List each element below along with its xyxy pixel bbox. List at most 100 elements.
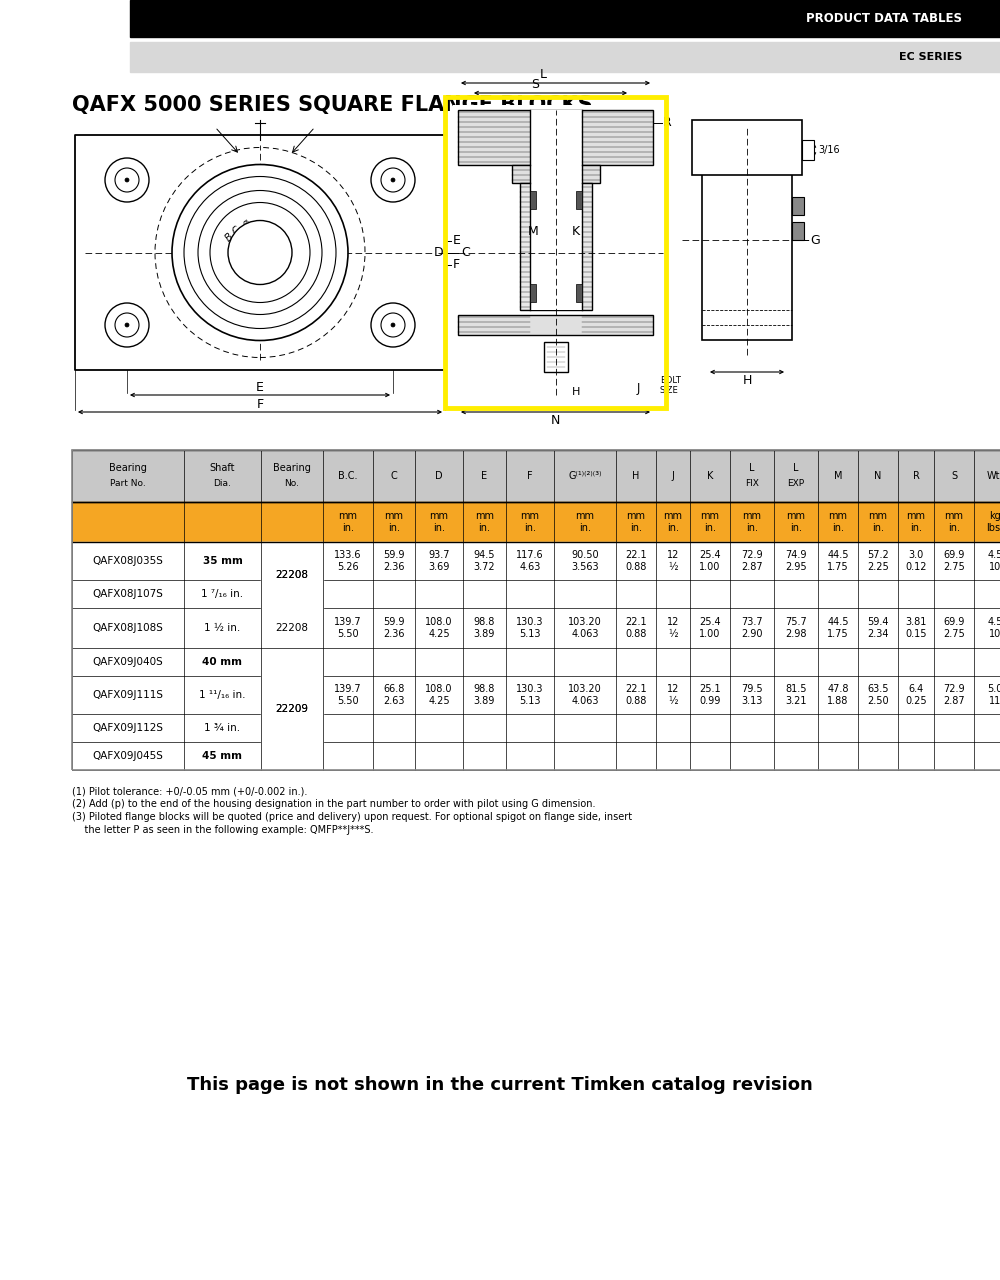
Text: K: K	[707, 471, 713, 481]
Bar	[530, 191, 536, 209]
Text: 103.20
4.063: 103.20 4.063	[568, 617, 602, 639]
Bar	[702, 140, 792, 340]
Text: Bearing: Bearing	[273, 463, 311, 474]
Text: 59.9
2.36: 59.9 2.36	[383, 617, 405, 639]
Text: L: L	[540, 68, 547, 81]
Bar	[453, 105, 658, 399]
Text: 59.4
2.34: 59.4 2.34	[867, 617, 889, 639]
Text: 22209: 22209	[276, 704, 308, 714]
Text: 79.5
3.13: 79.5 3.13	[741, 685, 763, 705]
Bar	[72, 502, 1000, 541]
Text: Part No.: Part No.	[110, 480, 146, 489]
Bar	[445, 97, 666, 408]
Text: mm
in.: mm in.	[742, 511, 762, 532]
Text: 72.9
2.87: 72.9 2.87	[741, 550, 763, 572]
Text: (1) Pilot tolerance: +0/-0.05 mm (+0/-0.002 in.).: (1) Pilot tolerance: +0/-0.05 mm (+0/-0.…	[72, 786, 307, 796]
Bar	[261, 676, 323, 742]
Text: mm
in.: mm in.	[786, 511, 806, 532]
Bar	[692, 120, 802, 360]
Circle shape	[391, 178, 395, 182]
Text: 1 ½ in.: 1 ½ in.	[204, 623, 241, 634]
Circle shape	[371, 157, 415, 202]
Text: 63.5
2.50: 63.5 2.50	[867, 685, 889, 705]
Text: S: S	[951, 471, 957, 481]
Text: G: G	[810, 233, 820, 247]
Text: mm
in.: mm in.	[868, 511, 888, 532]
Text: M: M	[528, 225, 539, 238]
Text: Dia.: Dia.	[214, 480, 231, 489]
Text: PRODUCT DATA TABLES: PRODUCT DATA TABLES	[806, 13, 962, 26]
Text: 44.5
1.75: 44.5 1.75	[827, 617, 849, 639]
Text: mm
in.: mm in.	[430, 511, 448, 532]
Text: 22.1
0.88: 22.1 0.88	[625, 685, 647, 705]
Text: 3.0
0.12: 3.0 0.12	[905, 550, 927, 572]
Text: D: D	[435, 471, 443, 481]
Text: 44.5
1.75: 44.5 1.75	[827, 550, 849, 572]
Text: 40 mm: 40 mm	[202, 657, 242, 667]
Text: B.C.: B.C.	[338, 471, 358, 481]
Text: QAFX09J045S: QAFX09J045S	[93, 751, 163, 762]
Text: mm
in.: mm in.	[664, 511, 682, 532]
Text: L: L	[749, 463, 755, 474]
Text: FIX: FIX	[745, 480, 759, 489]
Bar	[72, 541, 1000, 580]
Text: 108.0
4.25: 108.0 4.25	[425, 617, 453, 639]
Text: This page is not shown in the current Timken catalog revision: This page is not shown in the current Ti…	[187, 1076, 813, 1094]
Text: 81.5
3.21: 81.5 3.21	[785, 685, 807, 705]
Bar	[530, 165, 582, 183]
Text: H: H	[632, 471, 640, 481]
Text: 1 ⁷/₁₆ in.: 1 ⁷/₁₆ in.	[201, 589, 244, 599]
Text: 3.81
0.15: 3.81 0.15	[905, 617, 927, 639]
Text: mm
in.: mm in.	[384, 511, 404, 532]
Text: EXP: EXP	[787, 480, 805, 489]
Circle shape	[391, 323, 395, 326]
Text: 93.7
3.69: 93.7 3.69	[428, 550, 450, 572]
Text: 4.5
10: 4.5 10	[987, 617, 1000, 639]
Bar	[530, 110, 582, 165]
Bar	[72, 676, 1000, 714]
Text: 139.7
5.50: 139.7 5.50	[334, 617, 362, 639]
Text: F: F	[256, 398, 264, 411]
Text: 3/16: 3/16	[818, 145, 840, 155]
Bar	[544, 342, 568, 372]
Circle shape	[210, 202, 310, 302]
Text: (2) Add (p) to the end of the housing designation in the part number to order wi: (2) Add (p) to the end of the housing de…	[72, 799, 596, 809]
Text: 22208: 22208	[276, 570, 308, 580]
Bar	[72, 451, 1000, 771]
Bar	[576, 284, 582, 302]
Text: No.: No.	[285, 480, 300, 489]
Circle shape	[172, 165, 348, 340]
Circle shape	[115, 314, 139, 337]
Bar	[512, 165, 600, 183]
Text: 1 ¹¹/₁₆ in.: 1 ¹¹/₁₆ in.	[199, 690, 246, 700]
Text: R: R	[663, 116, 672, 129]
Text: QAFX09J111S: QAFX09J111S	[92, 690, 164, 700]
Text: 47.8
1.88: 47.8 1.88	[827, 685, 849, 705]
Circle shape	[381, 314, 405, 337]
Text: 45 mm: 45 mm	[202, 751, 242, 762]
Text: QAFX 5000 SERIES SQUARE FLANGE BLOCKS: QAFX 5000 SERIES SQUARE FLANGE BLOCKS	[72, 95, 593, 115]
Text: 25.1
0.99: 25.1 0.99	[699, 685, 721, 705]
Text: L: L	[793, 463, 799, 474]
Text: 69.9
2.75: 69.9 2.75	[943, 550, 965, 572]
Text: 22208: 22208	[276, 570, 308, 580]
Circle shape	[115, 168, 139, 192]
Text: C: C	[461, 246, 470, 259]
Text: E: E	[453, 234, 461, 247]
Text: EC SERIES: EC SERIES	[899, 52, 962, 61]
Text: QAFX08J107S: QAFX08J107S	[93, 589, 163, 599]
Text: 22.1
0.88: 22.1 0.88	[625, 550, 647, 572]
Bar	[72, 742, 1000, 771]
Text: mm
in.: mm in.	[626, 511, 646, 532]
Text: mm
in.: mm in.	[700, 511, 720, 532]
Text: Bearing: Bearing	[109, 463, 147, 474]
Text: R: R	[913, 471, 919, 481]
Circle shape	[125, 323, 129, 326]
Bar	[72, 451, 1000, 502]
Text: 5.0
11: 5.0 11	[987, 685, 1000, 705]
Bar	[692, 120, 802, 175]
Text: 130.3
5.13: 130.3 5.13	[516, 685, 544, 705]
Bar	[530, 284, 536, 302]
Circle shape	[381, 168, 405, 192]
Text: 69.9
2.75: 69.9 2.75	[943, 617, 965, 639]
